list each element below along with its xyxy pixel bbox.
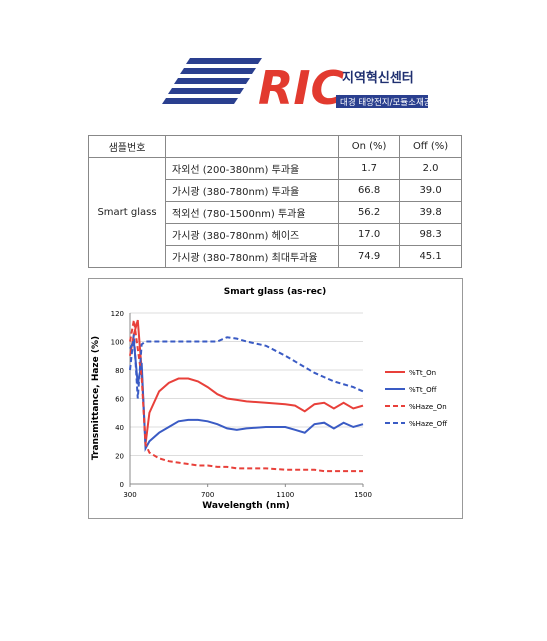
sample-cell: Smart glass <box>88 157 166 268</box>
y-tick-label: 100 <box>111 339 124 347</box>
logo-title: 지역혁신센터 <box>342 70 414 86</box>
legend-label: %Haze_On <box>409 403 447 411</box>
y-tick-label: 40 <box>115 424 124 432</box>
series-line <box>129 334 364 399</box>
logo-mark: RIC <box>258 61 345 115</box>
chart-title: Smart glass (as-rec) <box>224 287 327 297</box>
logo-stripes <box>162 58 262 104</box>
table-header: 샘플번호 On (%) Off (%) <box>88 135 462 158</box>
x-tick-label: 700 <box>201 491 214 499</box>
x-tick-label: 1100 <box>276 491 294 499</box>
y-axis-label: Transmittance, Haze (%) <box>91 336 101 460</box>
table-row: Smart glass 자외선 (200-380nm) 투과율 1.7 2.0 <box>88 157 462 268</box>
legend-label: %Tt_Off <box>409 386 437 394</box>
x-tick-label: 300 <box>123 491 136 499</box>
y-tick-label: 80 <box>115 367 124 375</box>
series-line <box>129 338 364 452</box>
logo-band <box>336 95 428 108</box>
y-tick-label: 0 <box>120 481 124 489</box>
x-tick-label: 1500 <box>354 491 372 499</box>
logo-subtitle: 대경 태양전지/모듈소재공정 <box>340 97 439 108</box>
series-line <box>129 319 363 473</box>
legend-label: %Haze_Off <box>409 420 447 428</box>
y-tick-label: 60 <box>115 396 124 404</box>
cell: 45.1 <box>399 245 462 268</box>
y-tick-label: 120 <box>111 310 124 318</box>
y-tick-label: 20 <box>115 453 124 461</box>
cell: 74.9 <box>337 245 401 268</box>
series-line <box>129 319 364 445</box>
chart-frame <box>88 278 463 519</box>
x-axis-label: Wavelength (nm) <box>202 501 290 511</box>
table-row: 가시광 (380-780nm) 최대투과율 74.9 45.1 <box>89 245 462 268</box>
logo: RIC 지역혁신센터 대경 태양전지/모듈소재공정 <box>162 58 439 115</box>
legend-label: %Tt_On <box>409 369 436 377</box>
spec-table: 샘플번호 On (%) Off (%) Smart glass 자외선 (200… <box>88 135 462 268</box>
